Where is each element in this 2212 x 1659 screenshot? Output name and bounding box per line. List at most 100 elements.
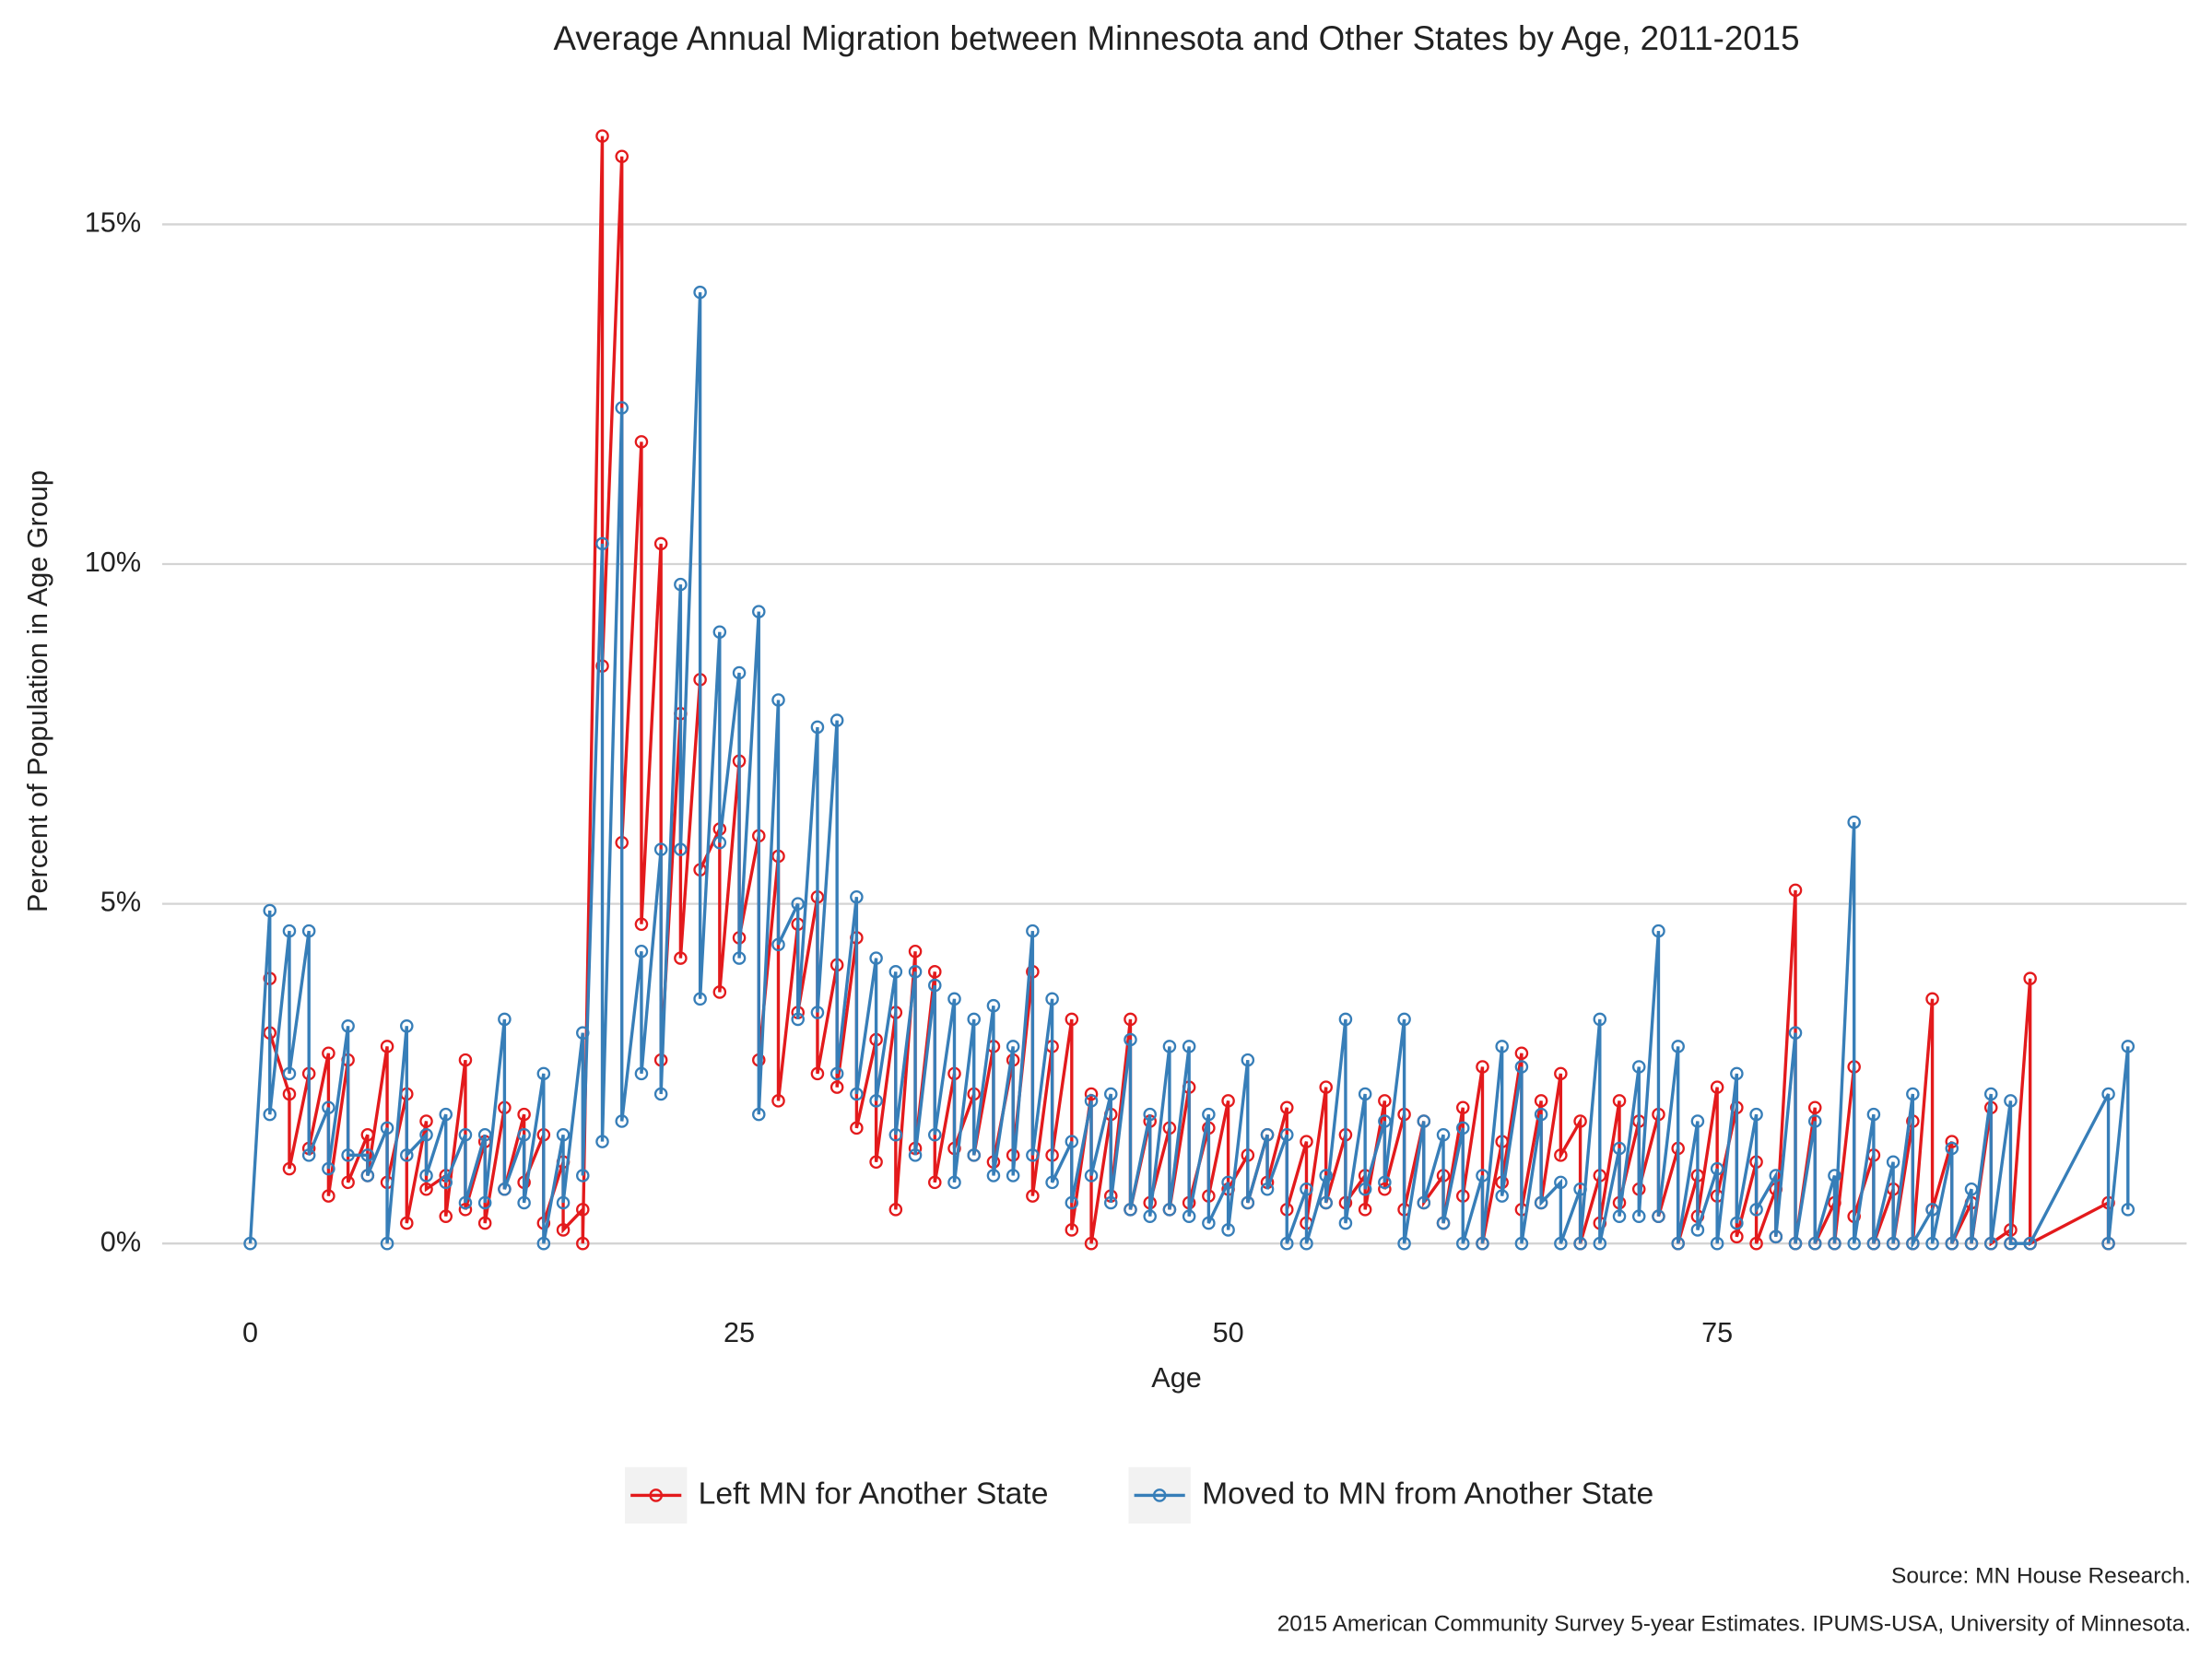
data-point xyxy=(615,401,629,415)
data-point xyxy=(1828,1236,1841,1251)
data-point xyxy=(477,1195,492,1210)
data-point xyxy=(752,605,766,618)
data-point xyxy=(771,1094,785,1108)
data-point xyxy=(1749,1236,1763,1251)
data-point xyxy=(1378,1182,1392,1196)
data-point xyxy=(791,897,805,911)
data-point xyxy=(1593,1012,1607,1027)
data-point xyxy=(419,1127,433,1142)
data-point xyxy=(1631,1060,1646,1074)
data-point xyxy=(1026,1148,1040,1162)
data-point xyxy=(1436,1127,1451,1142)
data-point xyxy=(1476,1236,1489,1251)
data-point xyxy=(341,1148,355,1162)
data-point xyxy=(928,1127,942,1142)
data-point xyxy=(1221,1094,1235,1108)
data-point xyxy=(732,951,747,965)
data-point xyxy=(477,1216,492,1230)
data-point xyxy=(517,1127,531,1142)
data-point xyxy=(1925,1203,1939,1217)
data-point xyxy=(263,1107,277,1122)
data-point xyxy=(282,924,297,938)
data-point xyxy=(536,1236,551,1251)
data-point xyxy=(1084,1087,1099,1101)
data-point xyxy=(1886,1236,1900,1251)
data-point xyxy=(986,1169,1001,1182)
data-point xyxy=(1828,1169,1841,1182)
data-point xyxy=(674,842,688,856)
y-tick-label: 5% xyxy=(100,887,141,918)
data-point xyxy=(1983,1236,1998,1251)
data-point xyxy=(1730,1230,1744,1244)
data-point xyxy=(908,944,923,959)
data-point xyxy=(1749,1203,1763,1217)
data-point xyxy=(1455,1236,1470,1251)
data-point xyxy=(1866,1107,1881,1122)
data-point xyxy=(341,1019,355,1033)
data-point xyxy=(2004,1236,2018,1251)
data-point xyxy=(1514,1236,1529,1251)
data-point xyxy=(1378,1175,1392,1190)
data-point xyxy=(1319,1080,1333,1094)
data-point xyxy=(439,1175,453,1190)
data-point xyxy=(712,985,727,999)
data-point xyxy=(1103,1087,1118,1101)
data-point xyxy=(2101,1236,2115,1251)
x-tick-label: 25 xyxy=(724,1317,755,1348)
data-point xyxy=(439,1107,453,1122)
data-point xyxy=(1455,1100,1470,1115)
data-point xyxy=(888,965,903,979)
data-point xyxy=(1045,1175,1059,1190)
data-point xyxy=(1006,1040,1020,1053)
data-point xyxy=(1182,1040,1196,1053)
data-point xyxy=(1964,1182,1979,1196)
data-point xyxy=(1690,1223,1705,1237)
y-axis-label: Percent of Population in Age Group xyxy=(22,470,53,912)
data-point xyxy=(1124,1203,1137,1217)
data-point xyxy=(810,1066,825,1081)
x-tick-label: 0 xyxy=(242,1317,258,1348)
data-point xyxy=(1202,1216,1216,1230)
data-point xyxy=(1495,1040,1509,1053)
data-point xyxy=(928,965,942,979)
data-point xyxy=(1573,1114,1587,1128)
data-point xyxy=(322,1100,335,1115)
data-point xyxy=(1906,1087,1920,1101)
data-point xyxy=(419,1182,433,1196)
data-point xyxy=(536,1066,551,1081)
data-point xyxy=(1319,1195,1333,1210)
data-point xyxy=(850,1121,864,1135)
data-point xyxy=(674,577,688,592)
data-point xyxy=(1417,1195,1431,1210)
data-point xyxy=(1593,1236,1607,1251)
data-point xyxy=(634,917,649,931)
data-point xyxy=(1103,1195,1118,1210)
data-point xyxy=(1554,1236,1568,1251)
data-point xyxy=(869,1094,883,1108)
data-point xyxy=(1319,1169,1333,1182)
data-point xyxy=(360,1169,375,1182)
data-point xyxy=(556,1223,571,1237)
caption: 2015 American Community Survey 5-year Es… xyxy=(1277,1612,2191,1637)
data-point xyxy=(1084,1169,1099,1182)
data-point xyxy=(1710,1236,1724,1251)
data-point xyxy=(1945,1236,1959,1251)
data-point xyxy=(400,1148,414,1162)
data-point xyxy=(653,842,668,856)
data-point xyxy=(1925,1236,1939,1251)
data-point xyxy=(1202,1107,1216,1122)
data-point xyxy=(653,536,668,551)
data-point xyxy=(1612,1094,1627,1108)
data-point xyxy=(595,536,609,551)
data-point xyxy=(928,1175,942,1190)
data-point xyxy=(1279,1236,1294,1251)
data-point xyxy=(1964,1236,1979,1251)
data-point xyxy=(830,1066,844,1081)
data-point xyxy=(2101,1087,2115,1101)
data-point xyxy=(1847,1236,1861,1251)
data-point xyxy=(301,1148,316,1162)
data-point xyxy=(439,1209,453,1223)
data-point xyxy=(498,1012,512,1027)
data-point xyxy=(2023,971,2037,985)
